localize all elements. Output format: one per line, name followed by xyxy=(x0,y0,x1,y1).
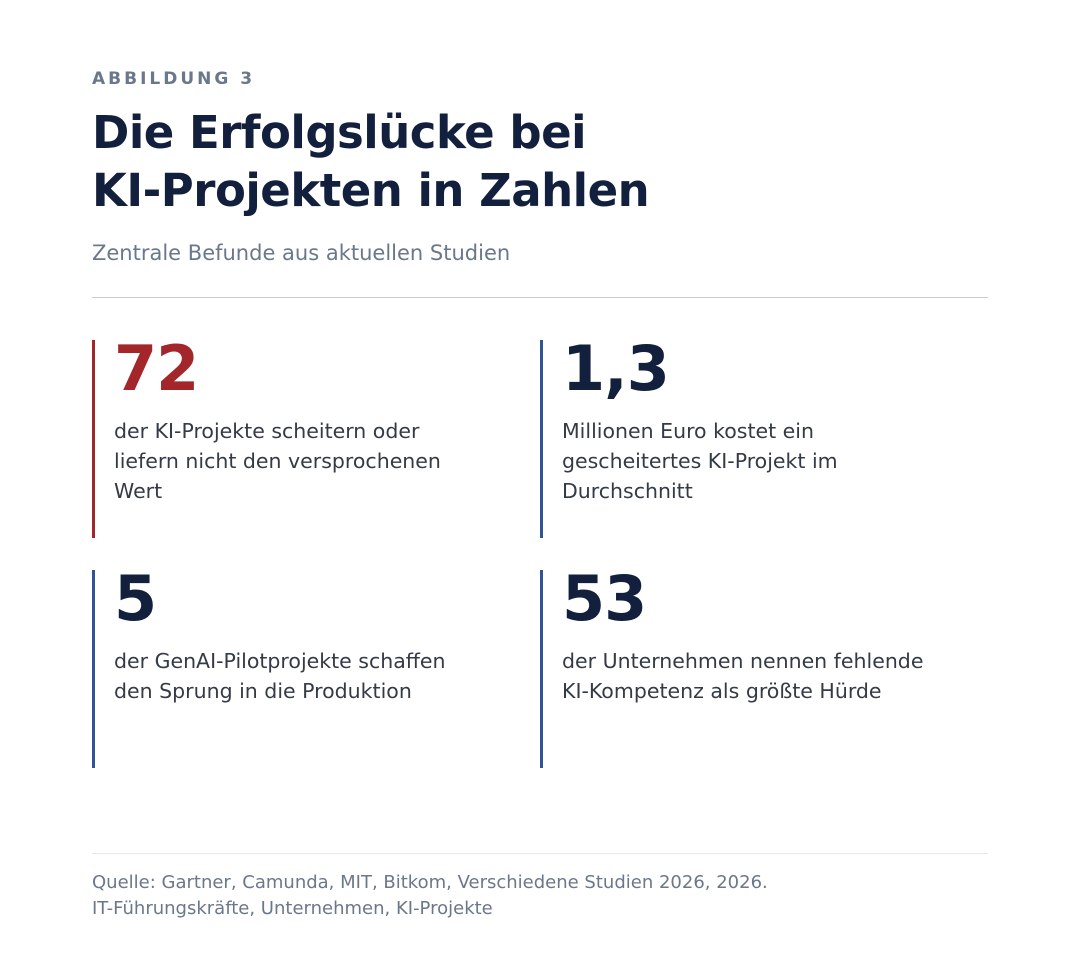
stat-description: Millionen Euro kostet ein gescheitertes … xyxy=(562,416,952,506)
figure: ABBILDUNG 3 Die Erfolgslücke bei KI-Proj… xyxy=(92,0,988,958)
stat-card-failed-projects: 72 der KI-Projekte scheitern oder liefer… xyxy=(92,334,512,538)
figure-title: Die Erfolgslücke bei KI-Projekten in Zah… xyxy=(92,104,892,220)
stat-value: 53 xyxy=(562,562,647,635)
stat-value: 72 xyxy=(114,332,199,405)
source-note: Quelle: Gartner, Camunda, MIT, Bitkom, V… xyxy=(92,870,988,922)
stat-card-genai-pilots: 5 der GenAI-Pilotprojekte schaffen den S… xyxy=(92,564,512,768)
header-divider xyxy=(92,297,988,298)
source-line: Quelle: Gartner, Camunda, MIT, Bitkom, V… xyxy=(92,872,768,893)
source-divider xyxy=(92,853,988,854)
figure-subtitle: Zentrale Befunde aus aktuellen Studien xyxy=(92,241,511,265)
stat-description-line: der GenAI-Pilotprojekte schaffen xyxy=(114,649,446,673)
stat-value: 5 xyxy=(114,562,157,635)
stat-description-line: Durchschnitt xyxy=(562,479,693,503)
figure-title-line: KI-Projekten in Zahlen xyxy=(92,164,650,217)
stat-description-line: liefern nicht den versprochenen xyxy=(114,449,441,473)
stat-card-skills-gap: 53 der Unternehmen nennen fehlende KI-Ko… xyxy=(540,564,960,768)
stat-accent-bar xyxy=(92,340,95,538)
stat-description-line: der KI-Projekte scheitern oder xyxy=(114,419,420,443)
stat-description: der GenAI-Pilotprojekte schaffen den Spr… xyxy=(114,646,504,706)
stat-card-cost: 1,3 Millionen Euro kostet ein gescheiter… xyxy=(540,334,960,538)
figure-title-line: Die Erfolgslücke bei xyxy=(92,106,587,159)
stat-description-line: gescheitertes KI-Projekt im xyxy=(562,449,838,473)
stat-accent-bar xyxy=(540,570,543,768)
stat-description-line: Wert xyxy=(114,479,163,503)
stat-description-line: Millionen Euro kostet ein xyxy=(562,419,814,443)
stat-accent-bar xyxy=(92,570,95,768)
stat-value: 1,3 xyxy=(562,332,670,405)
source-line: IT-Führungskräfte, Unternehmen, KI-Proje… xyxy=(92,898,493,919)
stat-description: der KI-Projekte scheitern oder liefern n… xyxy=(114,416,504,506)
stat-description-line: den Sprung in die Produktion xyxy=(114,679,412,703)
stat-description: der Unternehmen nennen fehlende KI-Kompe… xyxy=(562,646,952,706)
stat-description-line: der Unternehmen nennen fehlende xyxy=(562,649,924,673)
figure-label: ABBILDUNG 3 xyxy=(92,69,256,89)
stat-accent-bar xyxy=(540,340,543,538)
stat-description-line: KI-Kompetenz als größte Hürde xyxy=(562,679,882,703)
